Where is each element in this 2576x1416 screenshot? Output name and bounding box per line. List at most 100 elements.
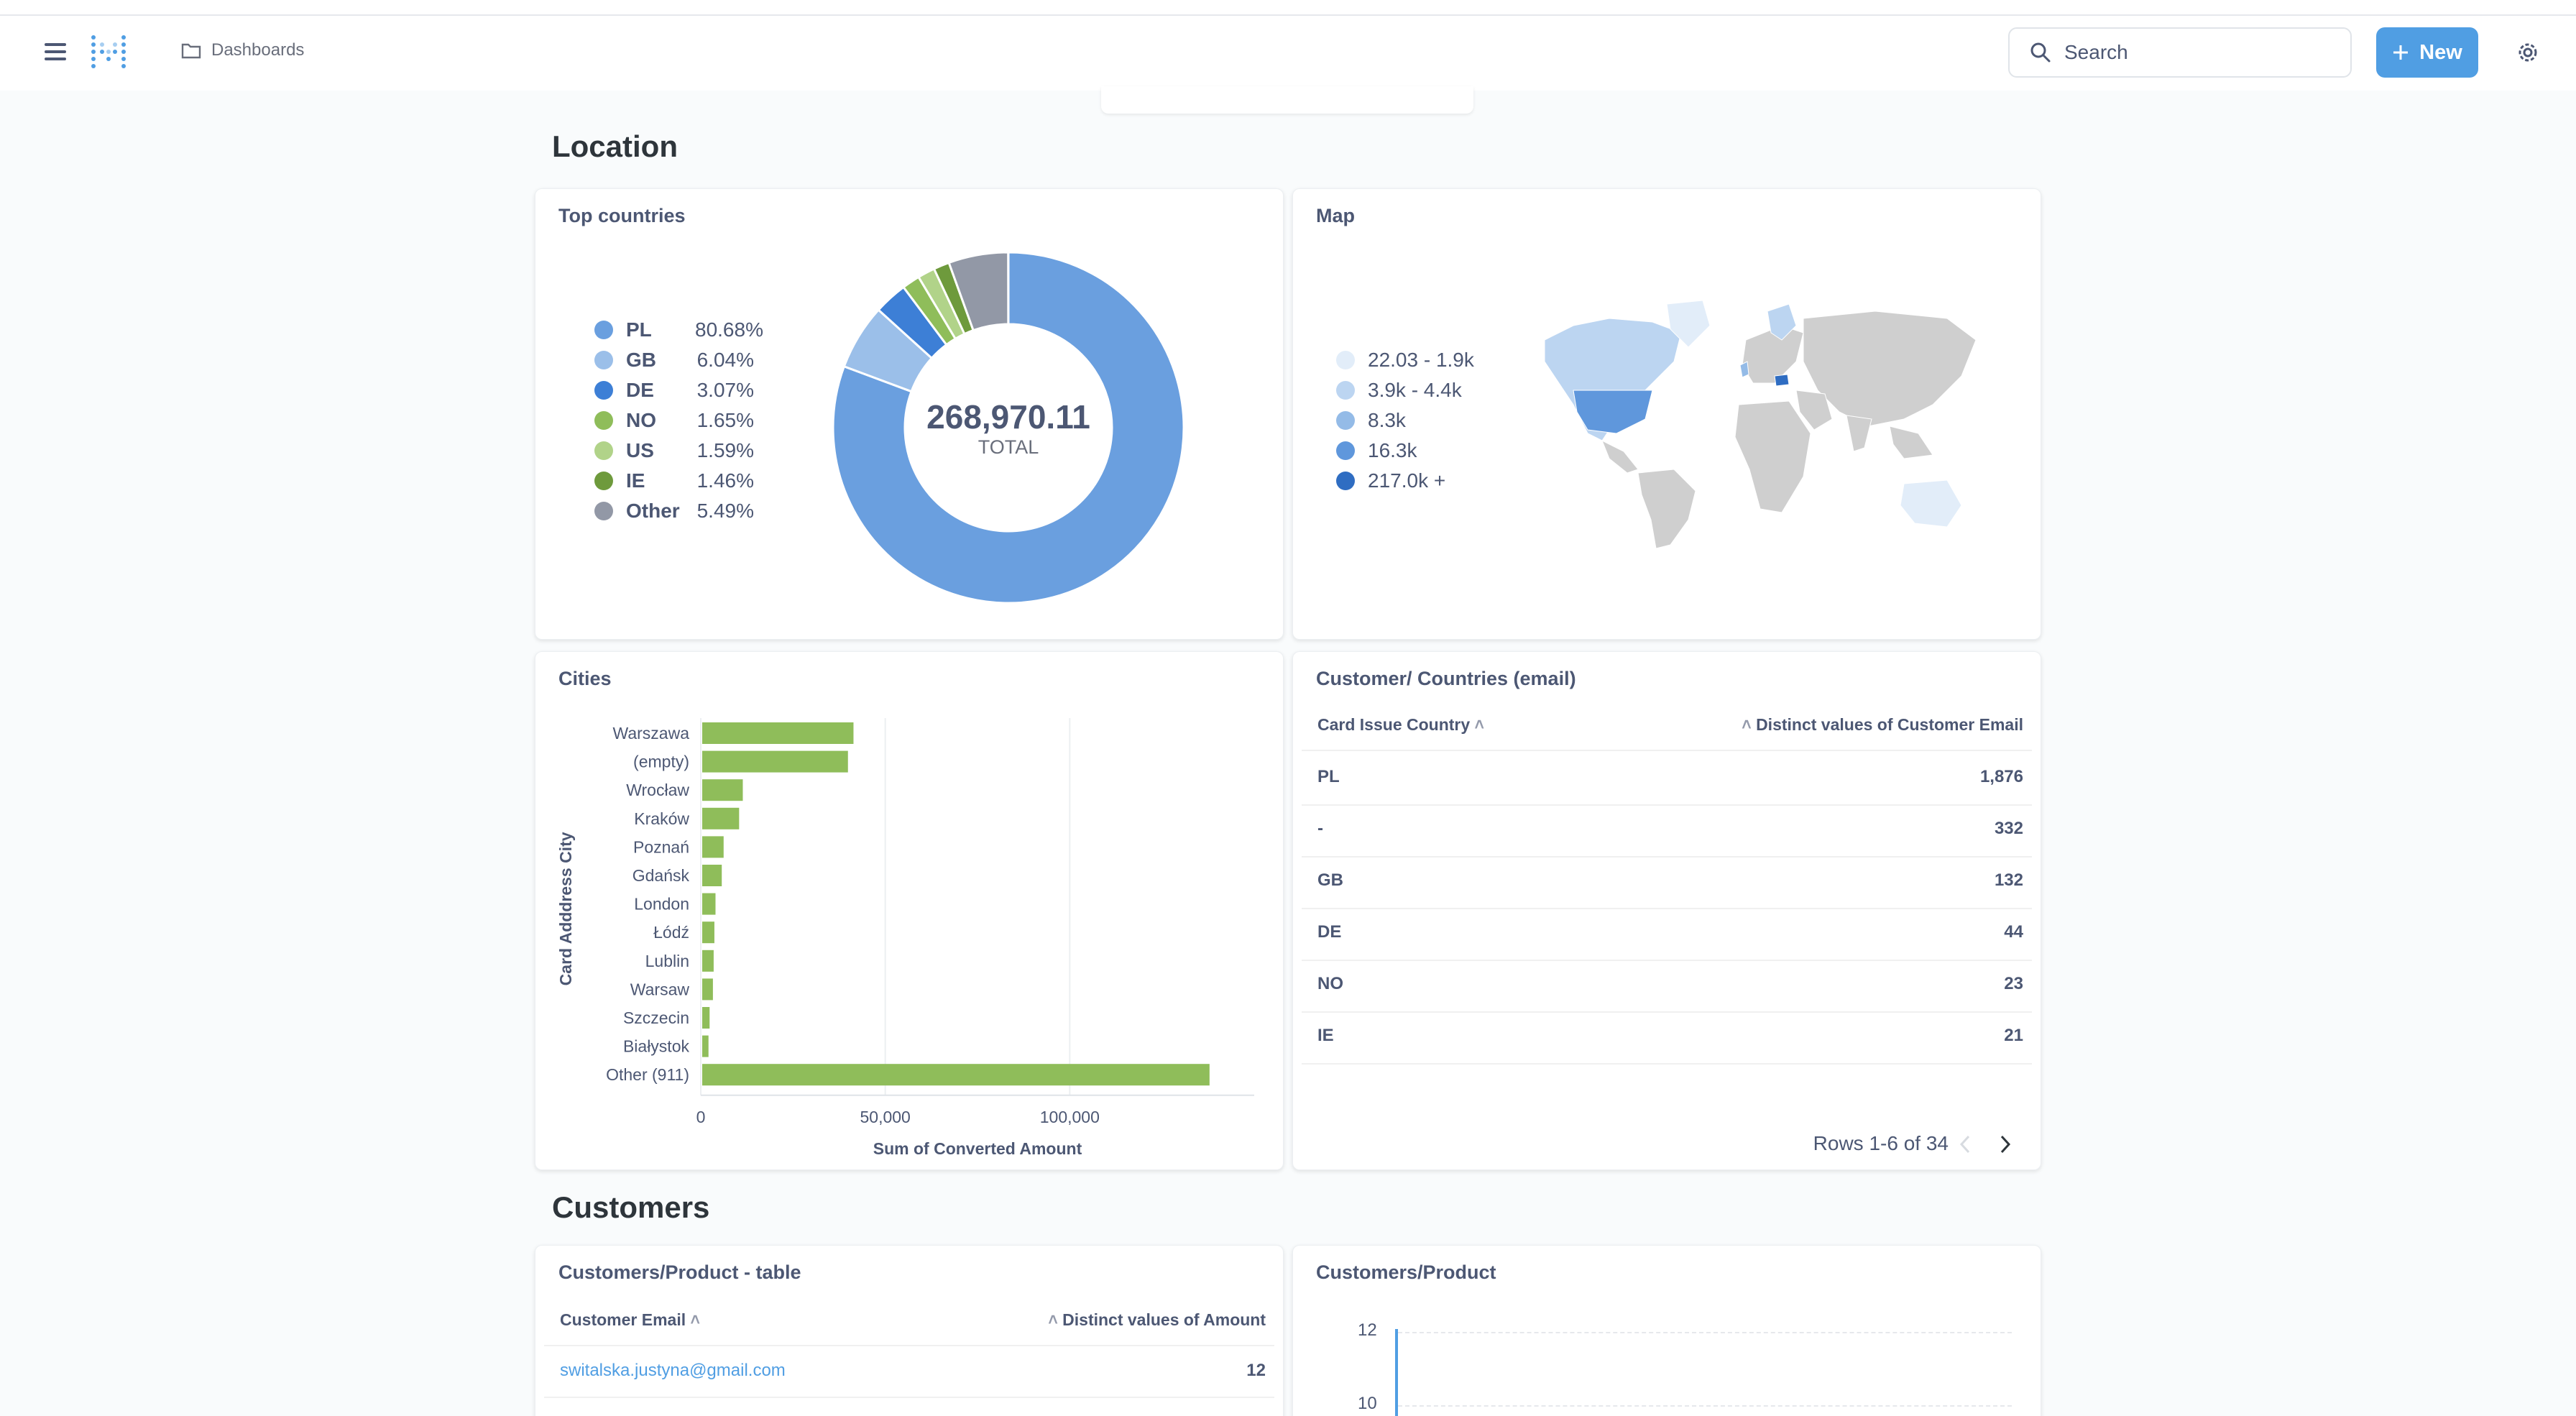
gear-icon[interactable] — [2516, 40, 2540, 65]
breadcrumb-dashboards[interactable]: Dashboards — [211, 40, 305, 60]
bar[interactable] — [702, 779, 743, 801]
breadcrumb[interactable]: Dashboards — [181, 40, 304, 60]
legend-value: 5.49% — [696, 500, 754, 522]
previous-page-icon[interactable] — [1959, 1134, 1973, 1155]
plus-icon — [2393, 45, 2409, 60]
bar[interactable] — [702, 921, 714, 944]
search-icon — [2030, 42, 2051, 63]
y-tick-label: Other (911) — [606, 1065, 689, 1084]
legend-label: 22.03 - 1.9k — [1368, 349, 1474, 371]
table-cell-country[interactable]: DE — [1317, 922, 1342, 942]
map-southeast-asia — [1889, 426, 1933, 459]
y-tick-label: Białystok — [623, 1037, 690, 1056]
donut-slice-other[interactable] — [947, 251, 1010, 332]
card-title[interactable]: Map — [1316, 205, 1355, 226]
column-header-distinct-email[interactable]: ˄ Distinct values of Customer Email — [1742, 715, 2023, 734]
bar[interactable] — [702, 1064, 1210, 1086]
bar[interactable] — [702, 950, 714, 972]
legend-item-no[interactable]: NO 1.65% — [594, 409, 754, 432]
next-page-icon[interactable] — [1997, 1134, 2012, 1155]
bar[interactable] — [702, 750, 848, 773]
row-divider — [1302, 960, 2032, 961]
legend-label: GB — [626, 349, 656, 371]
bar[interactable] — [702, 1035, 709, 1057]
metabase-logo[interactable] — [89, 33, 128, 72]
table-cell-country[interactable]: PL — [1317, 767, 1340, 786]
column-header-customer-email[interactable]: Customer Email ˄ — [560, 1310, 700, 1329]
legend-value: 6.04% — [696, 349, 754, 371]
y-tick-label: Gdańsk — [632, 866, 690, 885]
column-header-card-issue-country[interactable]: Card Issue Country ˄ — [1317, 715, 1484, 734]
legend-item-pl[interactable]: PL 80.68% — [594, 318, 763, 341]
bar[interactable] — [702, 865, 722, 886]
legend-dot — [1336, 472, 1355, 490]
y-tick-label: Lublin — [645, 952, 689, 970]
menu-icon[interactable] — [45, 43, 66, 62]
card-title[interactable]: Top countries — [558, 205, 686, 226]
y-tick-label: (empty) — [633, 753, 689, 771]
y-tick-label: Poznań — [633, 837, 689, 856]
bar[interactable] — [702, 722, 854, 744]
legend-label: 8.3k — [1368, 409, 1406, 431]
world-map[interactable] — [1530, 297, 1983, 556]
table-cell-count: 23 — [2004, 974, 2023, 993]
y-tick-label: Kraków — [634, 809, 689, 828]
y-tick-label: Szczecin — [623, 1008, 689, 1027]
search-input[interactable]: Search — [2008, 27, 2352, 78]
customer-email-link[interactable]: switalska.justyna@gmail.com — [560, 1361, 786, 1380]
y-tick-label: Wrocław — [626, 781, 689, 799]
gridline — [1398, 1405, 2012, 1407]
bar[interactable] — [702, 836, 724, 858]
table-cell-country[interactable]: NO — [1317, 974, 1343, 993]
x-tick-label: 50,000 — [860, 1108, 910, 1126]
legend-item-gb[interactable]: GB 6.04% — [594, 349, 754, 372]
donut-slice-pl[interactable] — [832, 251, 1185, 604]
table-cell-country[interactable]: GB — [1317, 870, 1343, 890]
map-greenland — [1666, 300, 1711, 348]
legend-item-other[interactable]: Other 5.49% — [594, 500, 754, 523]
legend-dot — [1336, 381, 1355, 400]
row-divider — [544, 1397, 1274, 1398]
table-cell-country[interactable]: - — [1317, 819, 1323, 838]
legend-label: 3.9k - 4.4k — [1368, 379, 1462, 401]
legend-dot — [1336, 351, 1355, 369]
table-cell-country[interactable]: IE — [1317, 1026, 1334, 1045]
legend-value: 80.68% — [695, 318, 763, 341]
map-legend-item: 8.3k — [1336, 409, 1406, 432]
row-divider — [1302, 856, 2032, 858]
legend-dot — [594, 441, 613, 460]
donut-total-value: 268,970.11 — [926, 398, 1090, 436]
legend-value: 1.65% — [696, 409, 754, 431]
customers-product-table-card: Customers/Product - table Customer Email… — [535, 1245, 1284, 1416]
new-button[interactable]: New — [2376, 27, 2478, 78]
column-header-distinct-amount[interactable]: ˄ Distinct values of Amount — [1048, 1310, 1266, 1329]
map-scandinavia — [1767, 303, 1797, 341]
legend-value: 1.59% — [696, 439, 754, 461]
distinct-amount-value: 12 — [1246, 1361, 1266, 1380]
card-title[interactable]: Customers/Product — [1316, 1261, 1496, 1283]
legend-dot — [594, 351, 613, 369]
card-title[interactable]: Customer/ Countries (email) — [1316, 668, 1576, 689]
legend-dot — [594, 502, 613, 520]
table-cell-count: 44 — [2004, 922, 2023, 942]
bar[interactable] — [702, 807, 740, 829]
cities-bar-chart: 0 50,000 100,000 Warszawa (empty) Wrocław Krak… — [556, 718, 1254, 1158]
legend-item-ie[interactable]: IE 1.46% — [594, 469, 754, 492]
legend-item-de[interactable]: DE 3.07% — [594, 379, 754, 402]
legend-label: US — [626, 439, 654, 461]
bar[interactable] — [702, 893, 716, 915]
table-cell-count: 132 — [1994, 870, 2023, 890]
bar[interactable] — [702, 1007, 710, 1029]
card-title[interactable]: Customers/Product - table — [558, 1261, 801, 1283]
map-poland — [1774, 374, 1790, 387]
bar[interactable] — [702, 978, 713, 1001]
row-divider — [1302, 1063, 2032, 1065]
line-series-start — [1395, 1329, 1398, 1416]
card-title[interactable]: Cities — [558, 668, 612, 689]
legend-label: NO — [626, 409, 656, 431]
map-usa — [1573, 390, 1653, 434]
pagination-label: Rows 1-6 of 34 — [1813, 1132, 1949, 1154]
x-tick-label: 0 — [696, 1108, 706, 1126]
legend-item-us[interactable]: US 1.59% — [594, 439, 754, 462]
legend-dot — [1336, 411, 1355, 430]
